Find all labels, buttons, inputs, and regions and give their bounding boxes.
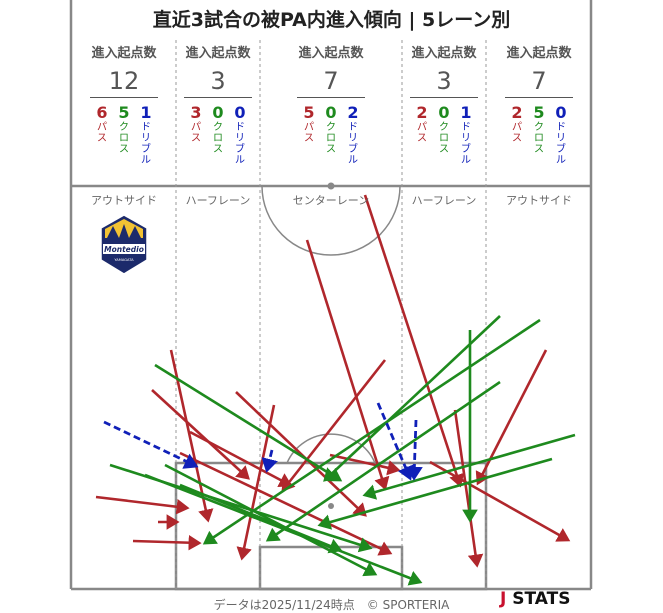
pass-arrow <box>363 194 465 488</box>
pass-arrow <box>132 534 202 551</box>
cross-count: 5 クロス <box>533 103 545 156</box>
lane-breakdown: 3 パス 0 クロス 0 ドリブル <box>180 103 256 167</box>
pass-count: 3 パス <box>190 103 202 145</box>
lane-total: 7 <box>297 67 365 98</box>
lane-stats-outside-right: 進入起点数 7 2 パス 5 クロス 0 ドリブル <box>500 42 578 166</box>
center-spot <box>327 182 335 190</box>
pass-count: 2 パス <box>416 103 428 145</box>
dribble-count: 1 ドリブル <box>460 103 472 167</box>
pass-arrows <box>95 194 571 568</box>
stats-logo-mark: J <box>500 589 507 609</box>
lane-dividers <box>175 40 487 589</box>
dribble-arrow <box>376 402 414 481</box>
lane-breakdown: 5 パス 0 クロス 2 ドリブル <box>290 103 372 167</box>
lane-name-halfspace-left: ハーフレーン <box>185 194 251 207</box>
pass-count: 6 パス <box>96 103 108 145</box>
center-circle <box>261 185 401 256</box>
lane-breakdown: 2 パス 0 クロス 1 ドリブル <box>406 103 482 167</box>
pass-arrow <box>475 349 548 486</box>
stats-logo: J STATS <box>500 589 570 609</box>
dribble-count: 0 ドリブル <box>234 103 246 167</box>
pass-arrow <box>281 359 387 493</box>
dribble-count: 0 ドリブル <box>555 103 567 167</box>
penalty-spot <box>328 503 334 509</box>
pass-arrow <box>179 451 393 556</box>
lane-total: 7 <box>505 67 573 98</box>
lane-name-outside-right: アウトサイド <box>506 194 572 207</box>
lane-breakdown: 6 パス 5 クロス 1 ドリブル <box>86 103 162 167</box>
cross-arrows <box>109 315 576 586</box>
pass-arrow <box>429 460 571 542</box>
dribble-count: 1 ドリブル <box>140 103 152 167</box>
dribble-arrow <box>103 420 199 469</box>
cross-count: 0 クロス <box>325 103 337 156</box>
pass-arrow <box>236 404 276 561</box>
team-logo: Montedio YAMAGATA <box>100 214 148 275</box>
cross-arrow <box>164 463 378 577</box>
lane-header: 進入起点数 <box>506 46 572 61</box>
lane-name-outside-left: アウトサイド <box>91 194 157 207</box>
pass-arrow <box>329 453 401 476</box>
pass-arrow <box>305 239 390 491</box>
dribble-arrow <box>261 449 278 473</box>
chart-title: 直近3試合の被PA内進入傾向 | 5レーン別 <box>152 9 511 31</box>
pass-count: 2 パス <box>511 103 523 145</box>
pass-arrow <box>151 389 250 480</box>
lane-stats-center: 進入起点数 7 5 パス 0 クロス 2 ドリブル <box>290 42 372 166</box>
lane-stats-halfspace-right: 進入起点数 3 2 パス 0 クロス 1 ドリブル <box>406 42 482 166</box>
lane-stats-halfspace-left: 進入起点数 3 3 パス 0 クロス 0 ドリブル <box>180 42 256 166</box>
lane-name-center: センターレーン <box>292 194 370 207</box>
cross-count: 0 クロス <box>438 103 450 156</box>
lane-breakdown: 2 パス 5 クロス 0 ドリブル <box>500 103 578 167</box>
pass-count: 5 パス <box>303 103 315 145</box>
pass-arrow <box>453 409 484 568</box>
lane-total: 12 <box>90 67 158 98</box>
cross-arrow <box>317 457 553 530</box>
svg-text:Montedio: Montedio <box>104 245 144 254</box>
lane-header: 進入起点数 <box>185 46 251 61</box>
svg-text:YAMAGATA: YAMAGATA <box>114 258 134 262</box>
cross-arrow <box>202 318 541 545</box>
cross-arrow <box>154 363 343 482</box>
cross-count: 5 クロス <box>118 103 130 156</box>
pass-arrow <box>95 495 190 515</box>
cross-count: 0 クロス <box>212 103 224 156</box>
lane-header: 進入起点数 <box>298 46 364 61</box>
lane-header: 進入起点数 <box>411 46 477 61</box>
lane-total: 3 <box>184 67 252 98</box>
cross-arrow <box>265 380 501 542</box>
lane-name-halfspace-right: ハーフレーン <box>411 194 477 207</box>
dribble-arrows <box>103 402 423 481</box>
lane-total: 3 <box>410 67 478 98</box>
dribble-arrow <box>405 419 423 481</box>
dribble-count: 2 ドリブル <box>347 103 359 167</box>
stats-logo-text: STATS <box>512 589 571 609</box>
pass-arrow <box>189 430 293 488</box>
cross-arrow <box>179 483 343 554</box>
footer-credit: データは2025/11/24時点 © SPORTERIA <box>213 598 450 612</box>
pass-arrow <box>235 391 367 517</box>
lane-header: 進入起点数 <box>91 46 157 61</box>
lane-stats-outside-left: 進入起点数 12 6 パス 5 クロス 1 ドリブル <box>86 42 162 166</box>
